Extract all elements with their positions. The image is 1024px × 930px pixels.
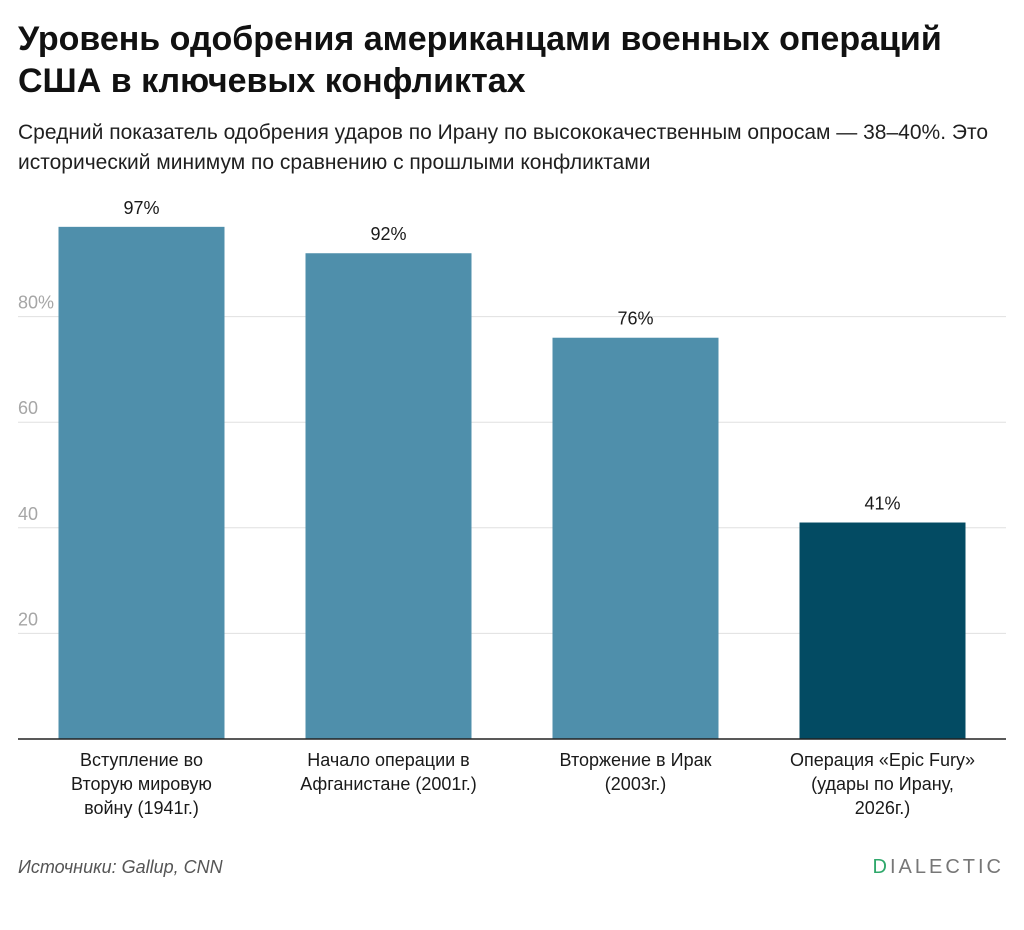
bar-value-label: 41% [864,494,900,514]
chart-title: Уровень одобрения американцами военных о… [18,18,1008,102]
x-category-label: Начало операции в Афганистане (2001г.) [300,750,477,794]
bar-chart: 20 40 60 80% 97% Вступление во Вторую мировую в… [0,180,1024,850]
bar [306,253,472,739]
brand-logo-rest: IALECTIC [890,856,1004,878]
bar [59,227,225,739]
x-category-label-line: (удары по Ирану, [811,774,954,794]
x-category-label-line: Вступление во [80,750,203,770]
brand-logo-accent: D [873,856,890,878]
source-note: Источники: Gallup, CNN [18,857,223,878]
x-category-label: Операция «Epic Fury» (удары по Ирану, 2026… [790,750,975,818]
x-category-label-line: Вторжение в Ирак [560,750,712,770]
x-category-label-line: Начало операции в [307,750,470,770]
chart-subtitle: Средний показатель одобрения ударов по И… [18,118,1008,178]
bar [553,338,719,739]
y-tick-label: 60 [18,398,38,418]
bar-value-label: 76% [617,309,653,329]
x-category-label-line: 2026г.) [855,798,910,818]
x-category-label-line: Вторую мировую [71,774,212,794]
x-category-label-line: Афганистане (2001г.) [300,774,477,794]
bar-value-label: 97% [123,198,159,218]
x-category-label: Вторжение в Ирак (2003г.) [560,750,712,794]
x-category-label-line: войну (1941г.) [84,798,199,818]
bar [800,523,966,739]
brand-logo: DIALECTIC [873,856,1004,879]
y-tick-label: 20 [18,609,38,629]
x-category-label-line: Операция «Epic Fury» [790,750,975,770]
y-tick-label: 40 [18,504,38,524]
x-category-label-line: (2003г.) [605,774,666,794]
y-tick-label: 80% [18,293,54,313]
bar-value-label: 92% [370,224,406,244]
x-category-label: Вступление во Вторую мировую войну (1941г.… [71,750,212,818]
